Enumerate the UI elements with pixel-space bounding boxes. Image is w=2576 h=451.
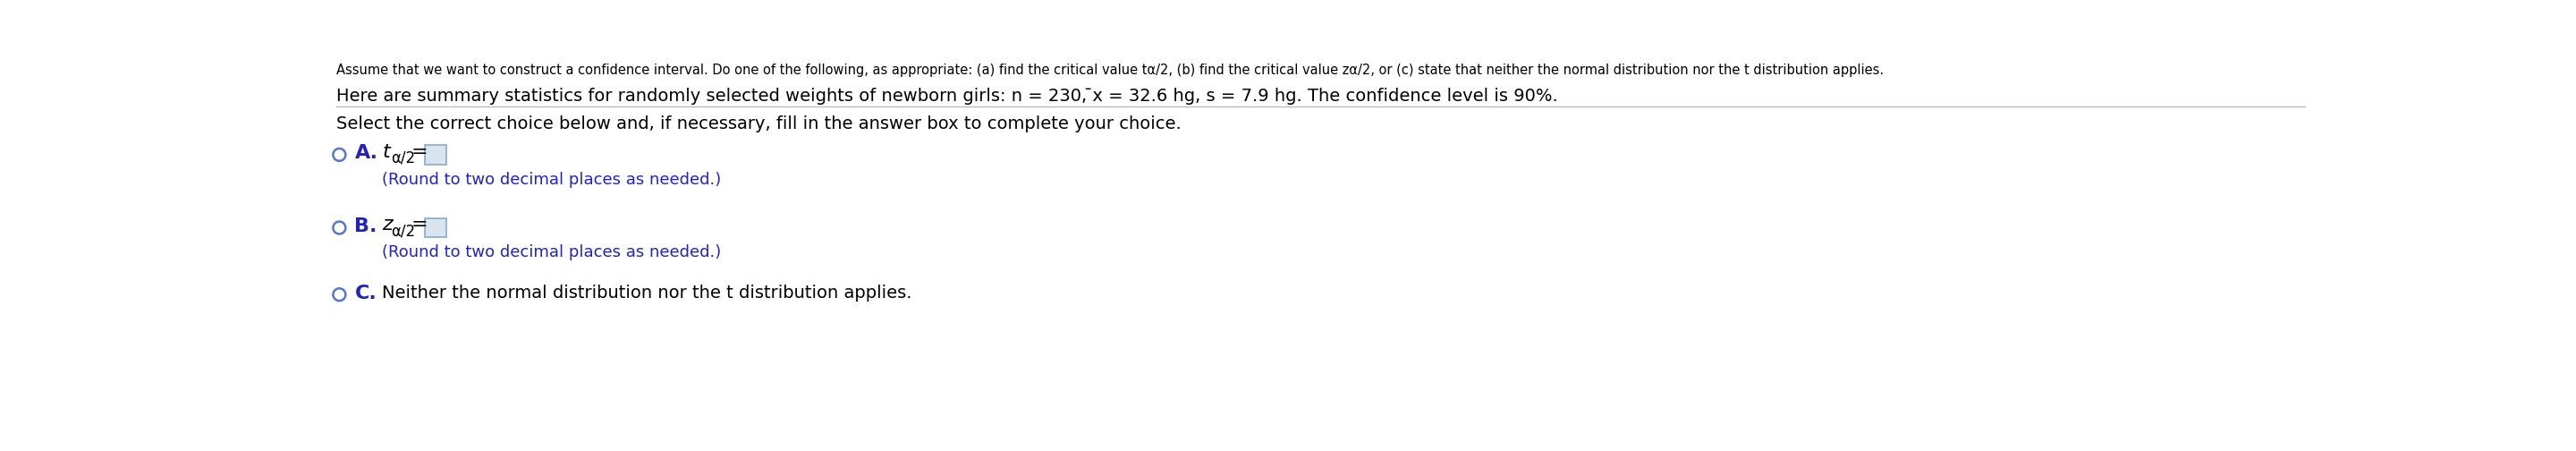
Text: t: t [381,143,389,161]
FancyBboxPatch shape [425,218,446,237]
Text: (Round to two decimal places as needed.): (Round to two decimal places as needed.) [381,171,721,188]
Text: α/2: α/2 [392,150,415,166]
Text: z: z [381,216,392,234]
Text: A.: A. [355,144,379,162]
Text: Assume that we want to construct a confidence interval. Do one of the following,: Assume that we want to construct a confi… [335,64,1883,77]
FancyBboxPatch shape [425,145,446,164]
Text: Neither the normal distribution nor the t distribution applies.: Neither the normal distribution nor the … [381,285,912,302]
Text: Here are summary statistics for randomly selected weights of newborn girls: n = : Here are summary statistics for randomly… [335,88,1558,105]
Text: =: = [412,216,428,234]
Text: C.: C. [355,284,376,302]
Text: Select the correct choice below and, if necessary, fill in the answer box to com: Select the correct choice below and, if … [335,115,1180,133]
Text: (Round to two decimal places as needed.): (Round to two decimal places as needed.) [381,244,721,261]
Text: α/2: α/2 [392,223,415,239]
Text: =: = [412,143,428,161]
Text: B.: B. [355,217,376,235]
